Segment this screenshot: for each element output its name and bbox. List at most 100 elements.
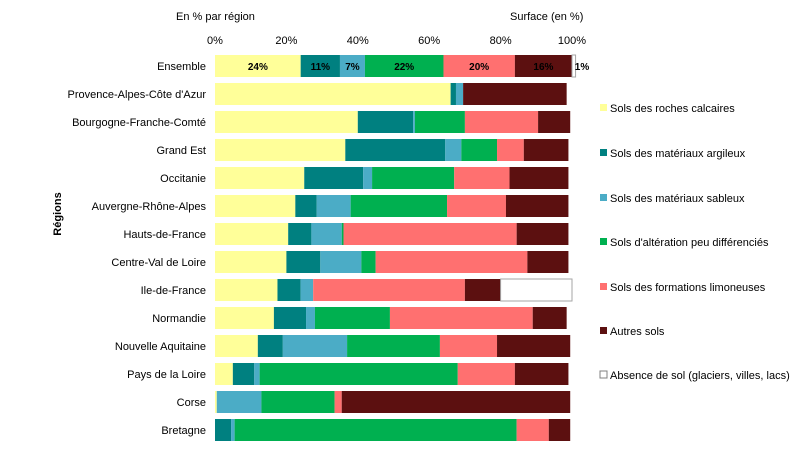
bar-segment-sols-des-materiaux-sableux xyxy=(254,363,260,385)
legend-label: Sols des matériaux sableux xyxy=(610,193,745,205)
bars-area: 24% 11% 7% 22% 20% 16% 1% xyxy=(215,54,590,441)
legend-swatch xyxy=(600,238,607,245)
bar-segment-sols-d-alteration-peu-differencies xyxy=(361,251,376,273)
bar-segment-sols-des-materiaux-argileux xyxy=(232,363,255,385)
data-label: 1% xyxy=(575,62,590,73)
legend-swatch xyxy=(600,149,607,156)
legend-label: Absence de sol (glaciers, villes, lacs) xyxy=(610,370,790,382)
bar-segment-sols-des-materiaux-sableux xyxy=(231,419,235,441)
bar-segment-absence-de-sol-glaciers-villes-lacs xyxy=(571,54,577,78)
bar-row xyxy=(215,307,567,329)
bar-segment-sols-des-roches-calcaires xyxy=(215,195,296,217)
bar-segment-sols-des-formations-limoneuses xyxy=(516,419,549,441)
legend-swatch xyxy=(600,104,607,111)
bar-segment-sols-des-roches-calcaires xyxy=(215,111,358,133)
legend-item: Autres sols xyxy=(600,326,665,338)
x-tick-label: 100% xyxy=(558,35,586,47)
bar-segment-sols-des-formations-limoneuses xyxy=(375,251,528,273)
header-right: Surface (en %) xyxy=(510,11,583,23)
category-label: Ile-de-France xyxy=(141,285,206,297)
bar-segment-sols-des-roches-calcaires xyxy=(215,335,258,357)
category-label: Ensemble xyxy=(157,61,206,73)
bar-segment-sols-d-alteration-peu-differencies xyxy=(314,307,390,329)
bar-row xyxy=(215,391,571,413)
bar-row xyxy=(215,419,571,441)
x-tick-label: 80% xyxy=(490,35,512,47)
bar-segment-sols-des-materiaux-argileux xyxy=(295,195,317,217)
bar-row xyxy=(215,363,569,385)
bar-segment-sols-des-materiaux-argileux xyxy=(288,223,312,245)
bar-row xyxy=(215,167,569,189)
bar-segment-sols-d-alteration-peu-differencies xyxy=(341,223,344,245)
bar-segment-autres-sols xyxy=(527,251,569,273)
data-label: 24% xyxy=(248,62,268,73)
bar-segment-autres-sols xyxy=(514,363,569,385)
bar-segment-sols-des-roches-calcaires xyxy=(215,223,289,245)
legend-swatch xyxy=(600,283,607,290)
bar-segment-sols-des-formations-limoneuses xyxy=(313,279,465,301)
category-label: Normandie xyxy=(152,313,206,325)
bar-segment-autres-sols xyxy=(538,111,571,133)
legend-item: Sols des matériaux sableux xyxy=(600,193,745,205)
category-label: Provence-Alpes-Côte d'Azur xyxy=(68,89,207,101)
bar-segment-sols-des-materiaux-argileux xyxy=(304,167,364,189)
y-axis-title: Régions xyxy=(52,192,64,235)
legend-swatch xyxy=(600,194,607,201)
bar-segment-sols-des-formations-limoneuses xyxy=(439,335,498,357)
legend-swatch xyxy=(600,327,607,334)
legend-item: Sols des formations limoneuses xyxy=(600,282,766,294)
data-label: 20% xyxy=(469,62,489,73)
bar-segment-sols-des-materiaux-argileux xyxy=(286,251,321,273)
bar-segment-sols-des-roches-calcaires xyxy=(215,167,305,189)
bar-segment-sols-des-formations-limoneuses xyxy=(464,111,539,133)
bar-segment-autres-sols xyxy=(548,419,571,441)
bar-segment-sols-des-materiaux-sableux xyxy=(300,279,314,301)
bar-segment-absence-de-sol-glaciers-villes-lacs xyxy=(500,278,573,302)
bar-segment-sols-d-alteration-peu-differencies xyxy=(234,419,517,441)
bar-segment-sols-des-formations-limoneuses xyxy=(334,391,342,413)
category-label: Corse xyxy=(177,397,206,409)
legend-item: Sols d'altération peu différenciés xyxy=(600,237,769,249)
bar-segment-sols-des-roches-calcaires xyxy=(215,307,274,329)
x-tick-label: 40% xyxy=(347,35,369,47)
data-label: 7% xyxy=(345,62,360,73)
legend-label: Autres sols xyxy=(610,326,665,338)
bar-segment-sols-d-alteration-peu-differencies xyxy=(259,363,458,385)
bar-segment-autres-sols xyxy=(516,223,569,245)
bar-segment-sols-des-materiaux-sableux xyxy=(316,195,351,217)
bar-row xyxy=(215,83,567,105)
bar-segment-sols-d-alteration-peu-differencies xyxy=(261,391,335,413)
x-tick-label: 0% xyxy=(207,35,223,47)
bar-segment-sols-des-materiaux-sableux xyxy=(216,391,262,413)
bar-segment-autres-sols xyxy=(341,391,571,413)
bar-segment-sols-des-materiaux-argileux xyxy=(215,419,232,441)
header-left: En % par région xyxy=(176,11,255,23)
bar-segment-sols-des-formations-limoneuses xyxy=(343,223,517,245)
bar-segment-autres-sols xyxy=(505,195,569,217)
bar-segment-sols-des-formations-limoneuses xyxy=(447,195,506,217)
category-label: Auvergne-Rhône-Alpes xyxy=(92,201,207,213)
bar-segment-autres-sols xyxy=(509,167,569,189)
bar-row xyxy=(215,278,573,302)
data-label: 11% xyxy=(311,62,331,73)
bar-row xyxy=(215,223,569,245)
bar-segment-sols-des-formations-limoneuses xyxy=(457,363,515,385)
bar-segment-sols-des-formations-limoneuses xyxy=(454,167,510,189)
bar-segment-autres-sols xyxy=(523,139,569,161)
bar-row xyxy=(215,111,571,133)
bar-segment-sols-d-alteration-peu-differencies xyxy=(350,195,448,217)
bar-segment-sols-des-materiaux-sableux xyxy=(320,251,362,273)
legend-item: Sols des matériaux argileux xyxy=(600,148,746,160)
category-label: Hauts-de-France xyxy=(123,229,206,241)
bar-segment-sols-des-materiaux-argileux xyxy=(345,139,446,161)
bar-segment-sols-des-materiaux-sableux xyxy=(413,111,415,133)
x-axis: 0% 20% 40% 60% 80% 100% xyxy=(207,35,586,47)
bar-segment-sols-des-roches-calcaires xyxy=(215,55,301,77)
bar-segment-autres-sols xyxy=(532,307,567,329)
bar-segment-sols-des-materiaux-argileux xyxy=(257,335,283,357)
bar-segment-autres-sols xyxy=(514,55,572,77)
bar-segment-sols-des-roches-calcaires xyxy=(215,391,217,413)
bar-segment-sols-des-materiaux-sableux xyxy=(445,139,462,161)
bar-segment-sols-des-materiaux-sableux xyxy=(455,83,464,105)
